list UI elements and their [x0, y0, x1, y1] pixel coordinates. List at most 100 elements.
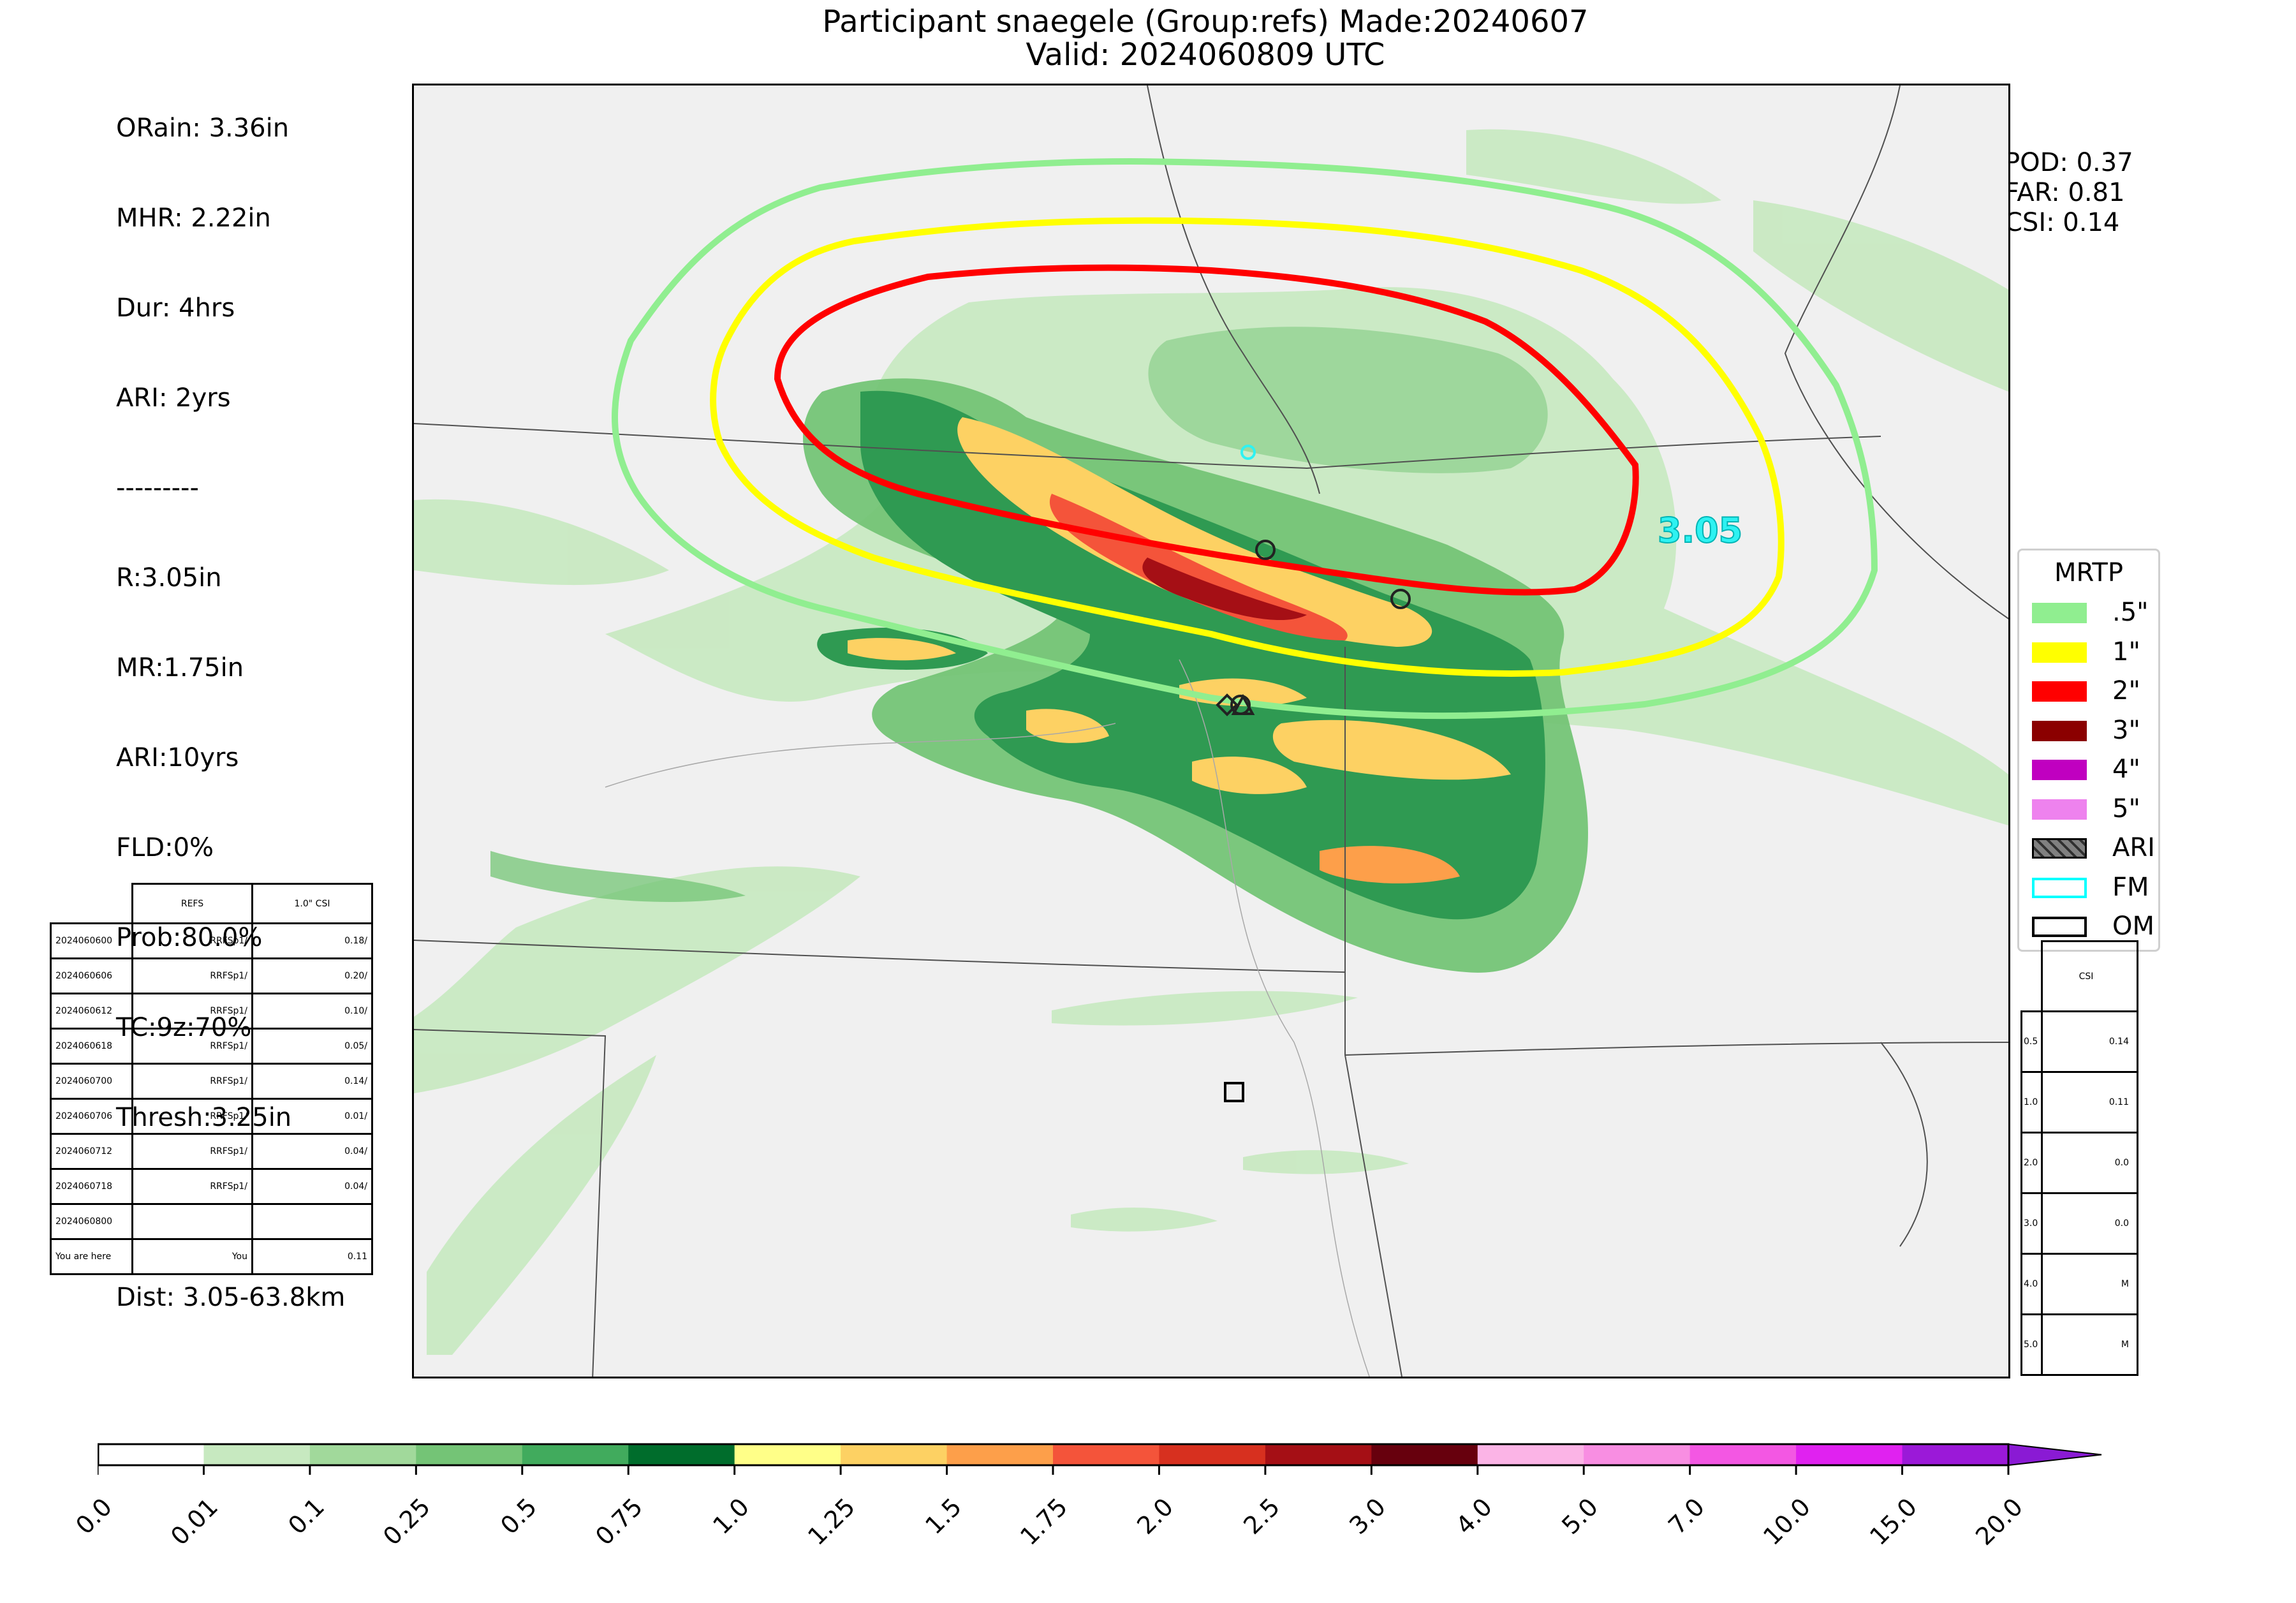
- info-line: ARI:10yrs: [116, 743, 239, 772]
- legend-swatch: [2032, 642, 2087, 663]
- colorbar-segment: [1265, 1444, 1372, 1465]
- legend-swatch: [2032, 720, 2087, 741]
- table-cell: 2024060600: [50, 922, 133, 959]
- colorbar-tick-label: 10.0: [1758, 1493, 1816, 1551]
- colorbar-tick-label: 3.0: [1344, 1493, 1392, 1540]
- table-cell: 0.14: [2041, 1010, 2138, 1073]
- colorbar-tick-label: 4.0: [1450, 1493, 1498, 1540]
- mrtp-one-inch-contour: [710, 217, 1785, 677]
- legend-swatch: [2032, 877, 2087, 898]
- info-line: Dur: 4hrs: [116, 293, 235, 323]
- table-cell: 2024060706: [50, 1098, 133, 1135]
- colorbar-segment: [1902, 1444, 2009, 1465]
- table-cell: 4.0: [2020, 1253, 2043, 1315]
- colorbar-tick-label: 1.5: [919, 1493, 967, 1540]
- colorbar-segment: [1053, 1444, 1159, 1465]
- colorbar-segment: [628, 1444, 735, 1465]
- table-cell: [131, 1203, 253, 1240]
- colorbar-segment: [1584, 1444, 1691, 1465]
- legend-swatch: [2032, 760, 2087, 780]
- csi-history-table: REFS 1.0" CSI 2024060600 RRFSp1/0.18/202406…: [50, 883, 373, 1275]
- legend-swatch: [2032, 603, 2087, 623]
- colorbar-segment: [98, 1444, 204, 1465]
- table-cell: M: [2041, 1253, 2138, 1315]
- precip-core-areas: [848, 417, 1511, 883]
- mrtp-two-inch-contour: [774, 264, 1639, 596]
- csi-threshold-table: CSI 0.5 0.14 1.0 0.11 2.0 0.0 3.0 0.0 4.0 M 5.0 M: [2020, 940, 2138, 1376]
- table-row: 2024060606 RRFSp1/0.20/: [50, 957, 373, 994]
- table-cell: 2024060606: [50, 957, 133, 994]
- table-cell: RRFSp1/: [131, 1028, 253, 1065]
- colorbar-tick-label: 7.0: [1662, 1493, 1710, 1540]
- info-line: Dist: 3.05-63.8km: [116, 1283, 346, 1312]
- colorbar-segment: [841, 1444, 948, 1465]
- legend-swatch: [2032, 681, 2087, 702]
- table-cell: RRFSp1/: [131, 922, 253, 959]
- table-cell: 0.20/: [251, 957, 373, 994]
- table-row: 1.0 0.11: [2020, 1071, 2138, 1134]
- csi-stat: CSI: 0.14: [2005, 208, 2120, 237]
- legend-label: .5": [2112, 598, 2149, 627]
- table-cell: 0.11: [251, 1238, 373, 1275]
- table-cell: 2024060800: [50, 1203, 133, 1240]
- table-cell: 2024060718: [50, 1168, 133, 1205]
- om-box-marker: [1224, 1082, 1244, 1102]
- table-cell: RRFSp1/: [131, 1098, 253, 1135]
- table-row: 2024060600 RRFSp1/0.18/: [50, 922, 373, 959]
- colorbar-tick-label: 0.01: [165, 1493, 224, 1551]
- colorbar-extend-arrow: [2008, 1443, 2102, 1466]
- table-row: 2.0 0.0: [2020, 1132, 2138, 1194]
- table-cell: 0.04/: [251, 1168, 373, 1205]
- colorbar-segment: [1371, 1444, 1478, 1465]
- colorbar-tick-label: 5.0: [1556, 1493, 1604, 1540]
- table-row: 2024060800: [50, 1203, 373, 1240]
- colorbar-segment: [416, 1444, 523, 1465]
- legend-label: 2": [2112, 676, 2140, 705]
- table-row: 0.5 0.14: [2020, 1010, 2138, 1073]
- table-row: 2024060612 RRFSp1/0.10/: [50, 993, 373, 1030]
- colorbar-segment: [734, 1444, 841, 1465]
- legend-label: 4": [2112, 755, 2140, 784]
- legend-swatch: [2032, 838, 2087, 859]
- colorbar-tick-label: 0.25: [378, 1493, 436, 1551]
- rivers: [605, 659, 1370, 1377]
- colorbar-tick-label: 0.75: [590, 1493, 649, 1551]
- table-cell: You: [131, 1238, 253, 1275]
- table-row: 2024060706 RRFSp1/0.01/: [50, 1098, 373, 1135]
- table-cell: You are here: [50, 1238, 133, 1275]
- legend-label: 3": [2112, 715, 2140, 745]
- legend-title: MRTP: [2054, 558, 2123, 587]
- table-header-row: REFS 1.0" CSI: [51, 883, 373, 924]
- mrtp-half-inch-contour: [612, 158, 1878, 720]
- info-line: ---------: [116, 473, 199, 503]
- colorbar-segment: [1477, 1444, 1584, 1465]
- forecast-max-label: 3.05: [1657, 510, 1743, 551]
- colorbar-segment: [1796, 1444, 1903, 1465]
- colorbar-tick-label: 2.0: [1131, 1493, 1179, 1540]
- table-cell: RRFSp1/: [131, 1133, 253, 1170]
- colorbar-segment: [946, 1444, 1054, 1465]
- legend-label: 5": [2112, 794, 2140, 824]
- colorbar-segment: [1689, 1444, 1797, 1465]
- table-cell: 2024060618: [50, 1028, 133, 1065]
- colorbar-segment: [203, 1444, 311, 1465]
- table-cell: 0.5: [2020, 1010, 2043, 1073]
- table-cell: [251, 1203, 373, 1240]
- mrtp-legend: MRTP .5" 1" 2" 3" 4" 5" ARI FM OM: [2017, 549, 2160, 952]
- colorbar-tick-label: 0.5: [495, 1493, 542, 1540]
- map-canvas: [414, 85, 2008, 1377]
- table-header-cell: CSI: [2041, 940, 2138, 1012]
- table-cell: 2024060712: [50, 1133, 133, 1170]
- colorbar-tick-label: 15.0: [1864, 1493, 1922, 1551]
- table-cell: 2.0: [2020, 1132, 2043, 1194]
- colorbar-segment: [1159, 1444, 1266, 1465]
- table-cell: 0.18/: [251, 922, 373, 959]
- table-cell: 2024060612: [50, 993, 133, 1030]
- table-header-row: CSI: [2022, 940, 2138, 1012]
- table-cell: 2024060700: [50, 1063, 133, 1100]
- table-cell: RRFSp1/: [131, 1063, 253, 1100]
- colorbar-segment: [522, 1444, 629, 1465]
- table-cell: 3.0: [2020, 1192, 2043, 1255]
- legend-swatch: [2032, 917, 2087, 937]
- colorbar-tick-label: 0.0: [70, 1493, 118, 1540]
